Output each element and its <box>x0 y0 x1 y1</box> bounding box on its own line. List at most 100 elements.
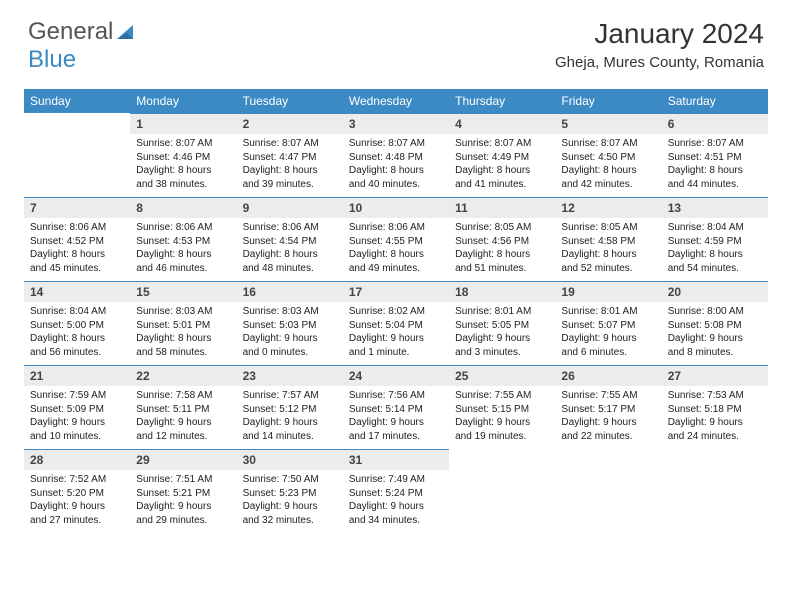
calendar-cell <box>662 449 768 533</box>
title-block: January 2024 Gheja, Mures County, Romani… <box>555 18 764 71</box>
calendar-cell: 9Sunrise: 8:06 AMSunset: 4:54 PMDaylight… <box>237 197 343 281</box>
day-number: 9 <box>237 197 343 218</box>
day-details: Sunrise: 8:06 AMSunset: 4:52 PMDaylight:… <box>24 218 130 281</box>
day-details: Sunrise: 7:58 AMSunset: 5:11 PMDaylight:… <box>130 386 236 449</box>
day-details: Sunrise: 8:05 AMSunset: 4:56 PMDaylight:… <box>449 218 555 281</box>
day-number: 13 <box>662 197 768 218</box>
weekday-header: Tuesday <box>237 89 343 113</box>
calendar-cell: 15Sunrise: 8:03 AMSunset: 5:01 PMDayligh… <box>130 281 236 365</box>
calendar-cell: 3Sunrise: 8:07 AMSunset: 4:48 PMDaylight… <box>343 113 449 197</box>
day-number: 22 <box>130 365 236 386</box>
day-number: 10 <box>343 197 449 218</box>
weekday-header: Thursday <box>449 89 555 113</box>
day-details: Sunrise: 8:07 AMSunset: 4:46 PMDaylight:… <box>130 134 236 197</box>
day-number: 4 <box>449 113 555 134</box>
day-details: Sunrise: 8:06 AMSunset: 4:53 PMDaylight:… <box>130 218 236 281</box>
calendar-cell: 31Sunrise: 7:49 AMSunset: 5:24 PMDayligh… <box>343 449 449 533</box>
calendar-cell: 14Sunrise: 8:04 AMSunset: 5:00 PMDayligh… <box>24 281 130 365</box>
day-details: Sunrise: 7:57 AMSunset: 5:12 PMDaylight:… <box>237 386 343 449</box>
day-details: Sunrise: 8:05 AMSunset: 4:58 PMDaylight:… <box>555 218 661 281</box>
day-number: 29 <box>130 449 236 470</box>
calendar-cell: 23Sunrise: 7:57 AMSunset: 5:12 PMDayligh… <box>237 365 343 449</box>
day-details: Sunrise: 7:55 AMSunset: 5:17 PMDaylight:… <box>555 386 661 449</box>
calendar-cell: 5Sunrise: 8:07 AMSunset: 4:50 PMDaylight… <box>555 113 661 197</box>
calendar-cell: 2Sunrise: 8:07 AMSunset: 4:47 PMDaylight… <box>237 113 343 197</box>
day-number: 30 <box>237 449 343 470</box>
day-details: Sunrise: 7:59 AMSunset: 5:09 PMDaylight:… <box>24 386 130 449</box>
logo-text-2: Blue <box>28 46 76 74</box>
calendar-cell: 7Sunrise: 8:06 AMSunset: 4:52 PMDaylight… <box>24 197 130 281</box>
day-details: Sunrise: 8:07 AMSunset: 4:47 PMDaylight:… <box>237 134 343 197</box>
location: Gheja, Mures County, Romania <box>555 54 764 71</box>
calendar-cell: 4Sunrise: 8:07 AMSunset: 4:49 PMDaylight… <box>449 113 555 197</box>
calendar-cell: 19Sunrise: 8:01 AMSunset: 5:07 PMDayligh… <box>555 281 661 365</box>
day-number: 3 <box>343 113 449 134</box>
weekday-header: Wednesday <box>343 89 449 113</box>
day-details: Sunrise: 7:50 AMSunset: 5:23 PMDaylight:… <box>237 470 343 533</box>
day-details: Sunrise: 8:01 AMSunset: 5:05 PMDaylight:… <box>449 302 555 365</box>
calendar-cell: 22Sunrise: 7:58 AMSunset: 5:11 PMDayligh… <box>130 365 236 449</box>
calendar-cell: 20Sunrise: 8:00 AMSunset: 5:08 PMDayligh… <box>662 281 768 365</box>
day-number: 31 <box>343 449 449 470</box>
calendar-cell: 21Sunrise: 7:59 AMSunset: 5:09 PMDayligh… <box>24 365 130 449</box>
weekday-header: Saturday <box>662 89 768 113</box>
day-number: 21 <box>24 365 130 386</box>
calendar-cell: 8Sunrise: 8:06 AMSunset: 4:53 PMDaylight… <box>130 197 236 281</box>
day-number: 2 <box>237 113 343 134</box>
day-details: Sunrise: 8:03 AMSunset: 5:01 PMDaylight:… <box>130 302 236 365</box>
calendar-cell: 27Sunrise: 7:53 AMSunset: 5:18 PMDayligh… <box>662 365 768 449</box>
weekday-header: Friday <box>555 89 661 113</box>
day-number: 16 <box>237 281 343 302</box>
day-number: 11 <box>449 197 555 218</box>
calendar-cell: 16Sunrise: 8:03 AMSunset: 5:03 PMDayligh… <box>237 281 343 365</box>
day-details: Sunrise: 7:52 AMSunset: 5:20 PMDaylight:… <box>24 470 130 533</box>
day-details: Sunrise: 8:04 AMSunset: 4:59 PMDaylight:… <box>662 218 768 281</box>
day-number: 8 <box>130 197 236 218</box>
calendar-cell: 24Sunrise: 7:56 AMSunset: 5:14 PMDayligh… <box>343 365 449 449</box>
day-number: 28 <box>24 449 130 470</box>
calendar-cell: 10Sunrise: 8:06 AMSunset: 4:55 PMDayligh… <box>343 197 449 281</box>
calendar-cell <box>24 113 130 197</box>
logo: General <box>28 18 135 46</box>
logo-text-1: General <box>28 18 113 46</box>
day-details: Sunrise: 7:49 AMSunset: 5:24 PMDaylight:… <box>343 470 449 533</box>
weekday-header: Monday <box>130 89 236 113</box>
calendar-cell: 25Sunrise: 7:55 AMSunset: 5:15 PMDayligh… <box>449 365 555 449</box>
day-number: 23 <box>237 365 343 386</box>
day-number: 25 <box>449 365 555 386</box>
calendar-row: 28Sunrise: 7:52 AMSunset: 5:20 PMDayligh… <box>24 449 768 533</box>
day-number: 27 <box>662 365 768 386</box>
day-number: 24 <box>343 365 449 386</box>
day-number: 15 <box>130 281 236 302</box>
day-details: Sunrise: 8:01 AMSunset: 5:07 PMDaylight:… <box>555 302 661 365</box>
day-number: 1 <box>130 113 236 134</box>
day-number: 12 <box>555 197 661 218</box>
day-details: Sunrise: 8:07 AMSunset: 4:51 PMDaylight:… <box>662 134 768 197</box>
header: General January 2024 Gheja, Mures County… <box>0 0 792 79</box>
day-number: 26 <box>555 365 661 386</box>
calendar-row: 1Sunrise: 8:07 AMSunset: 4:46 PMDaylight… <box>24 113 768 197</box>
calendar-row: 7Sunrise: 8:06 AMSunset: 4:52 PMDaylight… <box>24 197 768 281</box>
day-details: Sunrise: 8:04 AMSunset: 5:00 PMDaylight:… <box>24 302 130 365</box>
day-details: Sunrise: 7:53 AMSunset: 5:18 PMDaylight:… <box>662 386 768 449</box>
calendar-row: 21Sunrise: 7:59 AMSunset: 5:09 PMDayligh… <box>24 365 768 449</box>
calendar-cell: 30Sunrise: 7:50 AMSunset: 5:23 PMDayligh… <box>237 449 343 533</box>
day-details: Sunrise: 8:07 AMSunset: 4:50 PMDaylight:… <box>555 134 661 197</box>
calendar-cell: 11Sunrise: 8:05 AMSunset: 4:56 PMDayligh… <box>449 197 555 281</box>
day-number: 14 <box>24 281 130 302</box>
calendar-cell <box>555 449 661 533</box>
weekday-header-row: Sunday Monday Tuesday Wednesday Thursday… <box>24 89 768 113</box>
calendar-cell: 1Sunrise: 8:07 AMSunset: 4:46 PMDaylight… <box>130 113 236 197</box>
day-details: Sunrise: 8:07 AMSunset: 4:48 PMDaylight:… <box>343 134 449 197</box>
calendar-cell: 13Sunrise: 8:04 AMSunset: 4:59 PMDayligh… <box>662 197 768 281</box>
day-number: 20 <box>662 281 768 302</box>
calendar-cell: 6Sunrise: 8:07 AMSunset: 4:51 PMDaylight… <box>662 113 768 197</box>
day-details: Sunrise: 8:06 AMSunset: 4:55 PMDaylight:… <box>343 218 449 281</box>
day-details: Sunrise: 8:07 AMSunset: 4:49 PMDaylight:… <box>449 134 555 197</box>
calendar-row: 14Sunrise: 8:04 AMSunset: 5:00 PMDayligh… <box>24 281 768 365</box>
month-title: January 2024 <box>555 18 764 50</box>
logo-line2: Blue <box>28 46 76 74</box>
calendar-table: Sunday Monday Tuesday Wednesday Thursday… <box>24 89 768 533</box>
calendar-cell <box>449 449 555 533</box>
day-details: Sunrise: 7:56 AMSunset: 5:14 PMDaylight:… <box>343 386 449 449</box>
